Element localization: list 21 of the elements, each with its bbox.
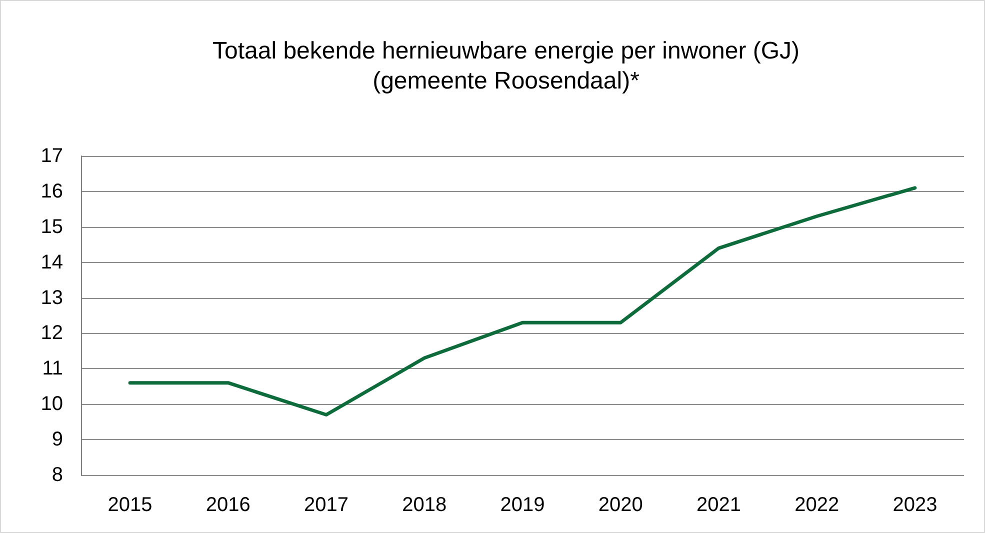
y-tick-label: 16 xyxy=(40,180,63,202)
y-tick-label: 14 xyxy=(40,251,63,274)
y-tick-label: 17 xyxy=(40,145,63,167)
x-tick-label: 2017 xyxy=(304,494,349,516)
x-tick-label: 2015 xyxy=(108,494,152,516)
chart-title: Totaal bekende hernieuwbare energie per inwoner (GJ) (gemeente Roosendaal)* xyxy=(212,38,800,94)
x-tick-label: 2019 xyxy=(500,494,545,516)
x-tick-label: 2018 xyxy=(402,494,447,516)
y-tick-label: 12 xyxy=(40,322,63,344)
x-tick-label: 2020 xyxy=(598,494,643,516)
x-tick-label: 2022 xyxy=(794,494,840,516)
x-tick-label: 2021 xyxy=(696,494,741,516)
y-tick-label: 10 xyxy=(40,393,63,416)
y-tick-label: 9 xyxy=(52,428,63,451)
x-tick-label: 2016 xyxy=(206,494,250,516)
y-tick-label: 11 xyxy=(42,358,63,380)
y-tick-label: 8 xyxy=(52,464,63,486)
y-tick-label: 13 xyxy=(40,286,63,309)
y-tick-label: 15 xyxy=(40,216,63,238)
line-series xyxy=(128,186,917,416)
x-tick-label: 2023 xyxy=(892,494,938,516)
